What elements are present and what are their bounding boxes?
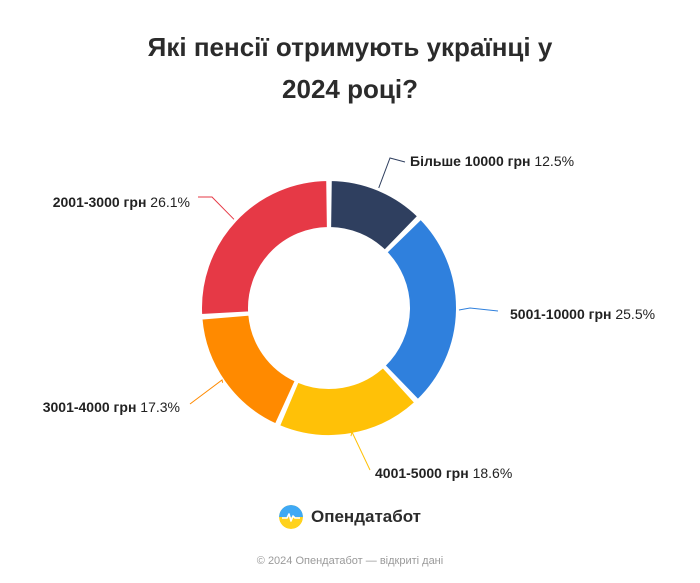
slice-category-5: 2001-3000 грн: [53, 194, 147, 210]
slice-category-2: 5001-10000 грн: [510, 306, 611, 322]
slice-value-2: 25.5%: [611, 306, 655, 322]
slice-category-1: Більше 10000 грн: [410, 153, 530, 169]
slice-value-3: 18.6%: [469, 465, 513, 481]
leader-line-2: [458, 307, 499, 312]
slice-label-1: Більше 10000 грн 12.5%: [410, 153, 574, 169]
chart-title: Які пенсії отримують українці у 2024 роц…: [0, 26, 700, 110]
leader-lines: [189, 157, 499, 471]
donut-slice-2: [383, 217, 458, 402]
chart-title-line-1: Які пенсії отримують українці у: [147, 32, 553, 62]
slice-label-5: 2001-3000 грн 26.1%: [53, 194, 190, 210]
opendatabot-logo-icon: [278, 505, 303, 529]
donut-slice-4: [200, 313, 297, 426]
slice-category-3: 4001-5000 грн: [375, 465, 469, 481]
donut-slices: [200, 179, 458, 437]
slice-value-5: 26.1%: [146, 194, 190, 210]
slice-value-4: 17.3%: [136, 399, 180, 415]
slice-value-1: 12.5%: [530, 153, 574, 169]
leader-line-3: [350, 430, 371, 471]
leader-line-4: [189, 379, 224, 405]
brand-name: Опендатабот: [310, 507, 422, 526]
footer-text: © 2024 Опендатабот — відкриті дані: [256, 555, 444, 567]
chart-title-line-2: 2024 році?: [282, 74, 418, 104]
donut-slice-3: [278, 366, 417, 437]
donut-slice-5: [200, 179, 329, 317]
slice-label-2: 5001-10000 грн 25.5%: [510, 306, 655, 322]
slice-labels: Більше 10000 грн 12.5% 5001-10000 грн 25.…: [43, 153, 655, 481]
slice-label-4: 3001-4000 грн 17.3%: [43, 399, 180, 415]
slice-label-3: 4001-5000 грн 18.6%: [375, 465, 512, 481]
slice-category-4: 3001-4000 грн: [43, 399, 137, 415]
brand: Опендатабот: [0, 505, 700, 529]
leader-line-1: [378, 157, 406, 189]
donut-slice-1: [329, 179, 420, 252]
leader-line-5: [198, 196, 235, 220]
